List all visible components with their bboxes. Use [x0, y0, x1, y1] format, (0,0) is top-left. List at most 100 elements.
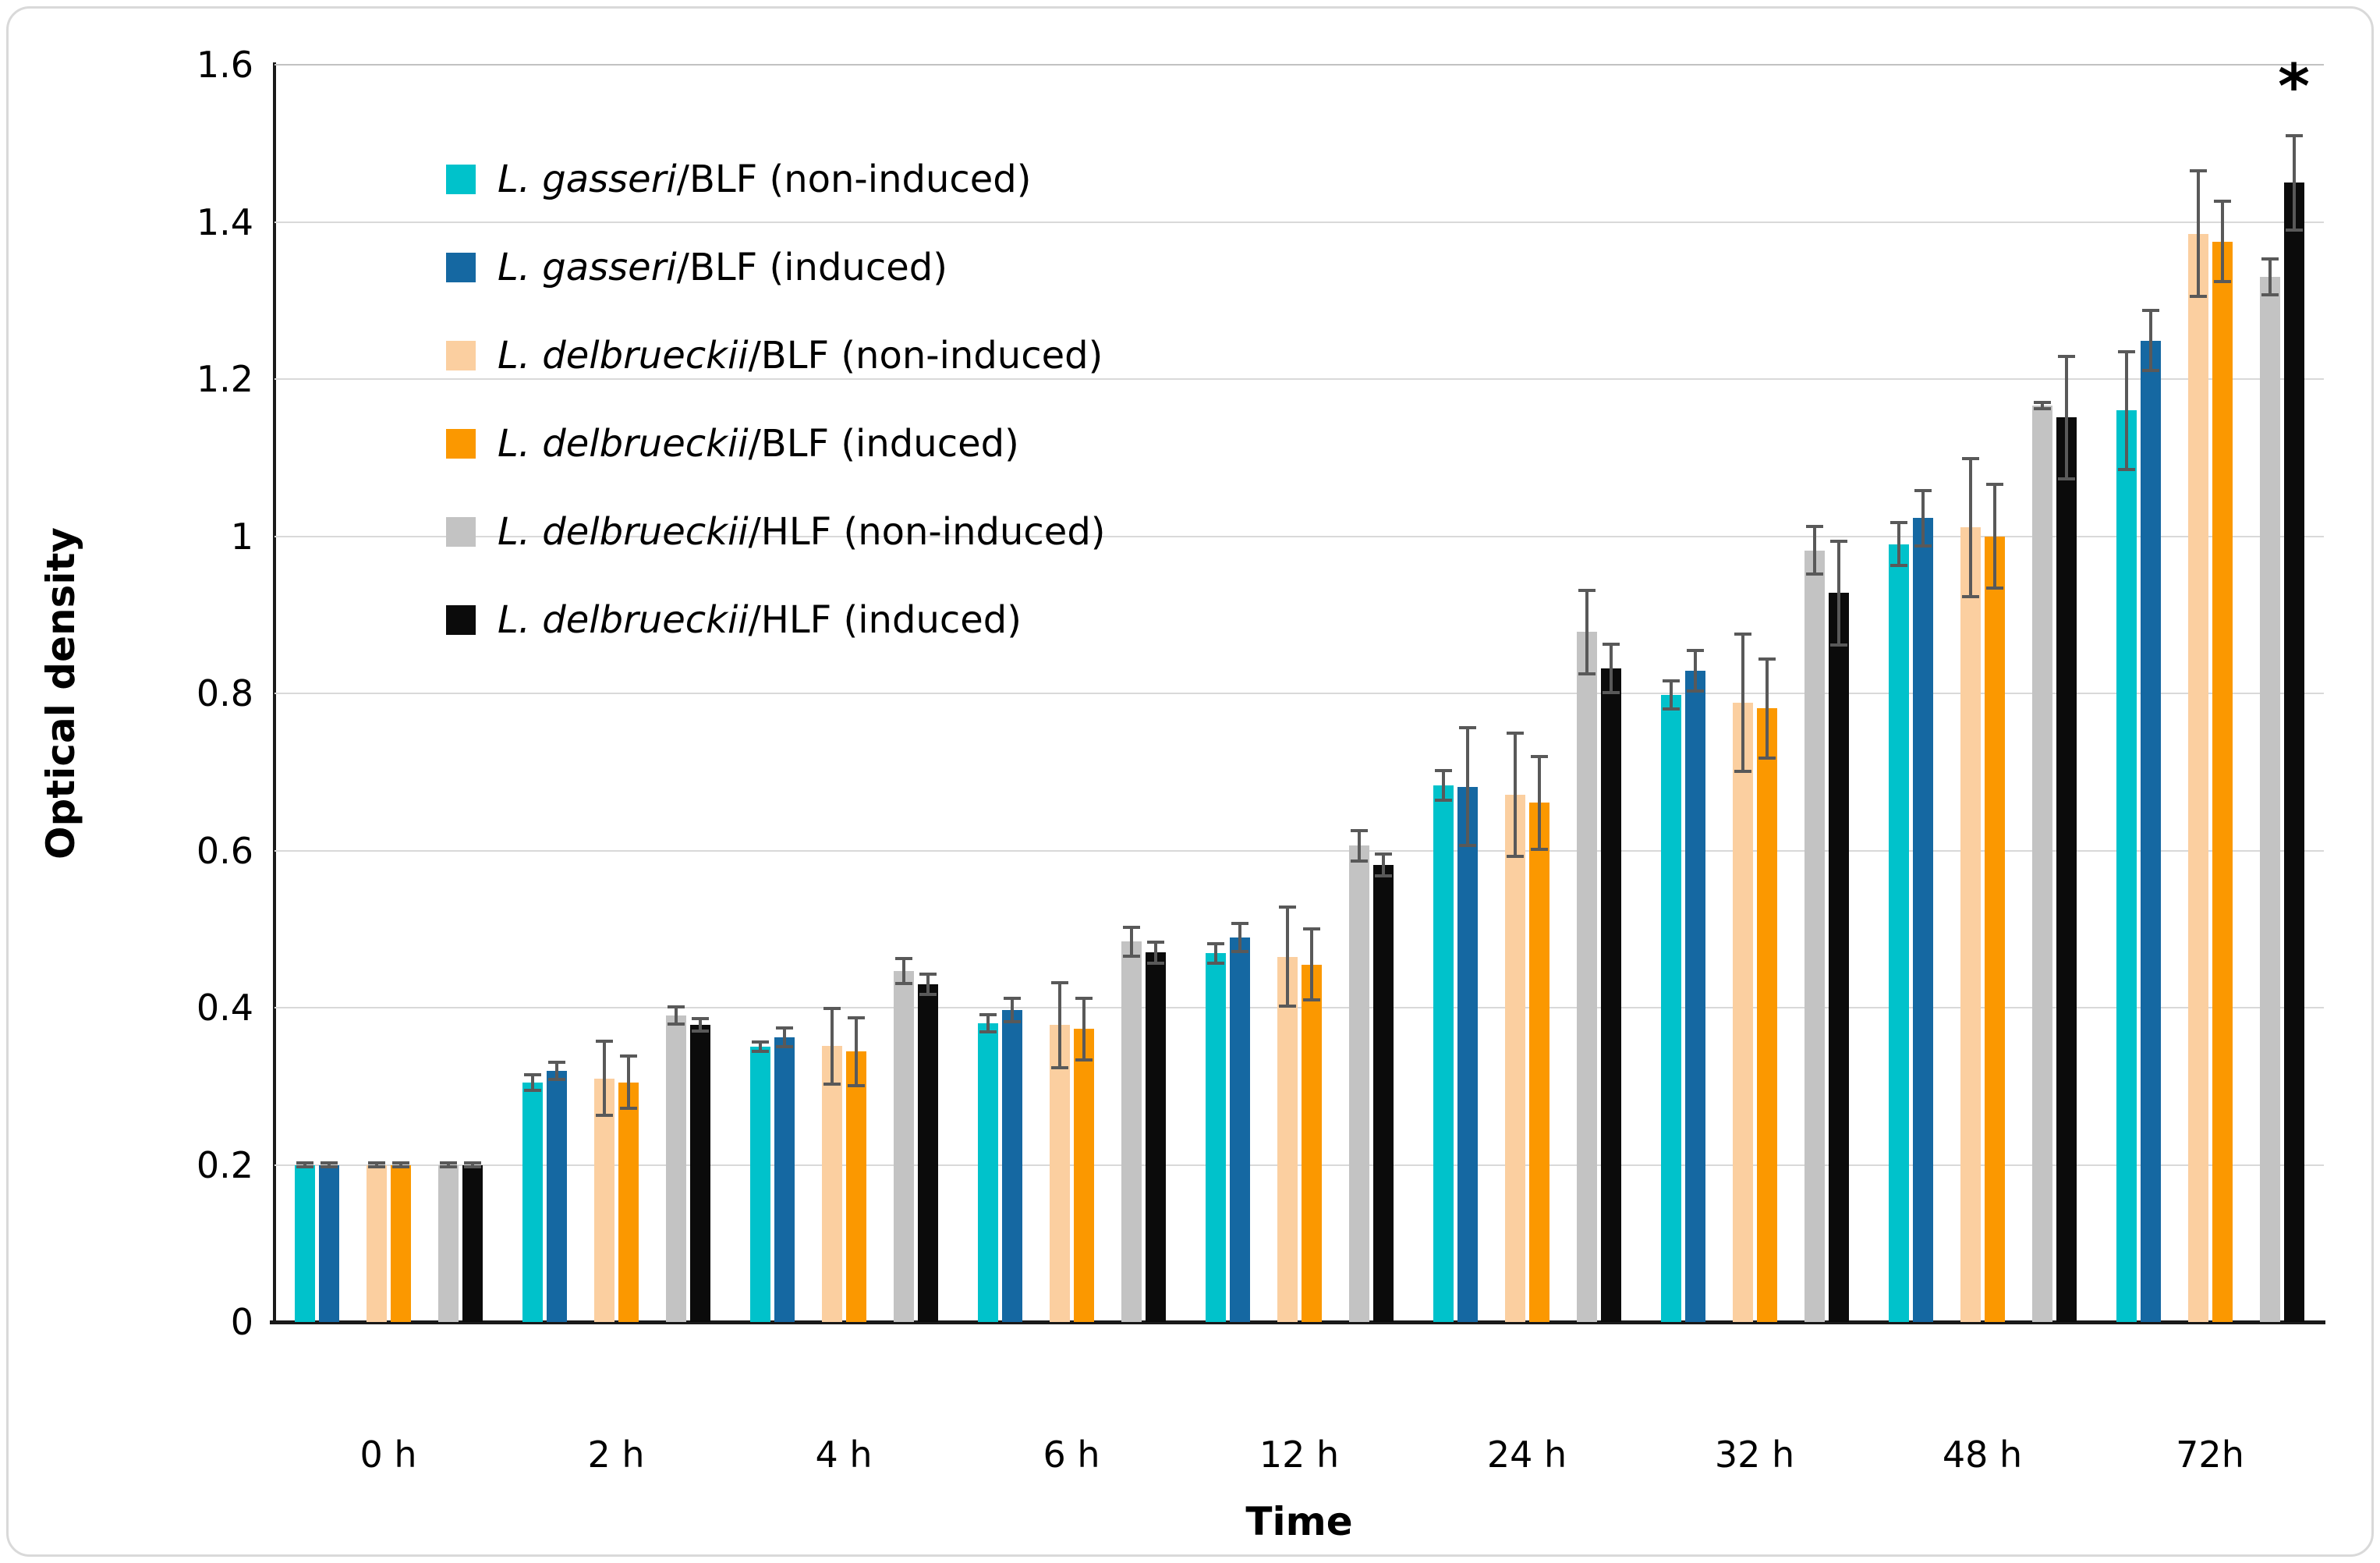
bar-2h-series-2	[593, 1078, 614, 1322]
bar-24h-series-1	[1457, 786, 1478, 1322]
gridline-y-0.6	[274, 849, 2324, 852]
error-bar-cap	[296, 1161, 313, 1165]
error-bar-cap	[320, 1161, 338, 1165]
legend-label: L. delbrueckii/BLF (induced)	[498, 422, 1019, 466]
bar-48h-series-1	[1912, 518, 1933, 1322]
error-bar	[1968, 456, 1972, 599]
error-bar-cap	[1278, 906, 1296, 909]
error-bar-cap	[547, 1060, 565, 1064]
error-bar-cap	[2141, 309, 2159, 313]
error-bar-cap	[1374, 874, 1392, 877]
error-bar-cap	[1758, 756, 1776, 760]
error-bar	[1285, 906, 1289, 1008]
significance-star: *	[2278, 51, 2310, 122]
error-bar	[2124, 349, 2128, 471]
legend-item-delbrueckii-hlf-noninduced: L. delbrueckii/HLF (non-induced)	[446, 510, 1106, 554]
error-bar-cap	[2285, 228, 2303, 232]
gridline-y-1.6	[274, 64, 2324, 66]
error-bar	[303, 1161, 306, 1168]
bar-48h-series-2	[1960, 527, 1981, 1322]
error-bar-cap	[894, 956, 912, 960]
error-bar-cap	[2057, 477, 2075, 480]
error-bar	[854, 1016, 858, 1087]
bar-6h-series-3	[1073, 1029, 1094, 1322]
y-axis-title: Optical density	[38, 527, 83, 859]
error-bar-cap	[1231, 950, 1248, 954]
error-bar-cap	[1050, 980, 1068, 984]
error-bar	[1669, 679, 1673, 711]
error-bar	[602, 1040, 606, 1118]
error-bar	[926, 972, 930, 996]
error-bar	[1357, 829, 1361, 863]
bar-4h-series-2	[821, 1046, 842, 1322]
bar-24h-series-0	[1433, 785, 1454, 1322]
error-bar-cap	[2141, 368, 2159, 372]
error-bar-cap	[619, 1054, 637, 1058]
error-bar-cap	[1662, 679, 1680, 682]
error-bar	[1765, 657, 1769, 760]
error-bar	[830, 1006, 834, 1086]
error-bar-cap	[367, 1161, 385, 1165]
error-bar-cap	[979, 1030, 997, 1034]
error-bar-cap	[320, 1164, 338, 1168]
error-bar-cap	[1734, 769, 1751, 773]
error-bar-cap	[775, 1045, 793, 1049]
error-bar	[1921, 489, 1925, 548]
legend-item-delbrueckii-hlf-induced: L. delbrueckii/HLF (induced)	[446, 598, 1022, 642]
error-bar-cap	[1003, 1020, 1021, 1024]
bar-6h-series-4	[1121, 941, 1142, 1322]
error-bar	[1129, 926, 1133, 958]
bar-4h-series-5	[917, 984, 938, 1322]
plot-area: *	[274, 51, 2324, 1322]
legend-item-delbrueckii-blf-noninduced: L. delbrueckii/BLF (non-induced)	[446, 334, 1103, 377]
error-bar-cap	[775, 1026, 793, 1030]
legend-swatch-cyan	[446, 165, 476, 194]
bar-12h-series-3	[1301, 964, 1322, 1322]
error-bar	[2220, 200, 2224, 284]
legend-swatch-black	[446, 605, 476, 635]
x-tick-label-24h: 24 h	[1486, 1434, 1567, 1476]
error-bar	[374, 1161, 378, 1168]
legend-label: L. delbrueckii/HLF (induced)	[498, 598, 1022, 642]
error-bar-cap	[1206, 961, 1224, 965]
error-bar-cap	[1961, 456, 1979, 460]
error-bar	[1082, 996, 1086, 1061]
error-bar	[1441, 768, 1445, 803]
error-bar-cap	[391, 1164, 409, 1168]
error-bar	[1897, 521, 1900, 567]
bar-0h-series-5	[462, 1164, 483, 1322]
error-bar	[698, 1017, 702, 1033]
error-bar-cap	[2117, 467, 2135, 471]
bar-12h-series-0	[1205, 953, 1226, 1322]
bar-72h-series-4	[2259, 277, 2280, 1322]
error-bar-cap	[1889, 521, 1907, 525]
error-bar-cap	[595, 1114, 613, 1118]
error-bar-cap	[1003, 996, 1021, 1000]
error-bar-cap	[1829, 643, 1847, 647]
bar-6h-series-5	[1145, 952, 1166, 1322]
error-bar-cap	[2213, 200, 2231, 204]
y-tick-label-1.4: 1.4	[196, 200, 253, 243]
bar-48h-series-4	[2031, 406, 2052, 1322]
error-bar-cap	[367, 1164, 385, 1168]
x-axis-line	[270, 1320, 2325, 1324]
error-bar-cap	[463, 1161, 481, 1165]
error-bar-cap	[1961, 595, 1979, 599]
error-bar-cap	[2285, 133, 2303, 137]
error-bar-cap	[1805, 572, 1823, 576]
bar-48h-series-0	[1888, 544, 1909, 1322]
bar-4h-series-4	[893, 970, 914, 1322]
error-bar-cap	[1075, 1058, 1093, 1061]
bar-12h-series-5	[1372, 864, 1394, 1322]
gridline-y-0.2	[274, 1164, 2324, 1166]
error-bar	[1812, 525, 1816, 576]
error-bar	[2040, 401, 2044, 411]
error-bar	[1609, 642, 1613, 694]
bar-72h-series-1	[2140, 340, 2161, 1322]
error-bar-cap	[1146, 941, 1164, 945]
legend-label: L. gasseri/BLF (non-induced)	[498, 158, 1032, 201]
error-bar-cap	[691, 1017, 709, 1021]
error-bar	[2148, 309, 2152, 372]
error-bar-cap	[1146, 961, 1164, 965]
